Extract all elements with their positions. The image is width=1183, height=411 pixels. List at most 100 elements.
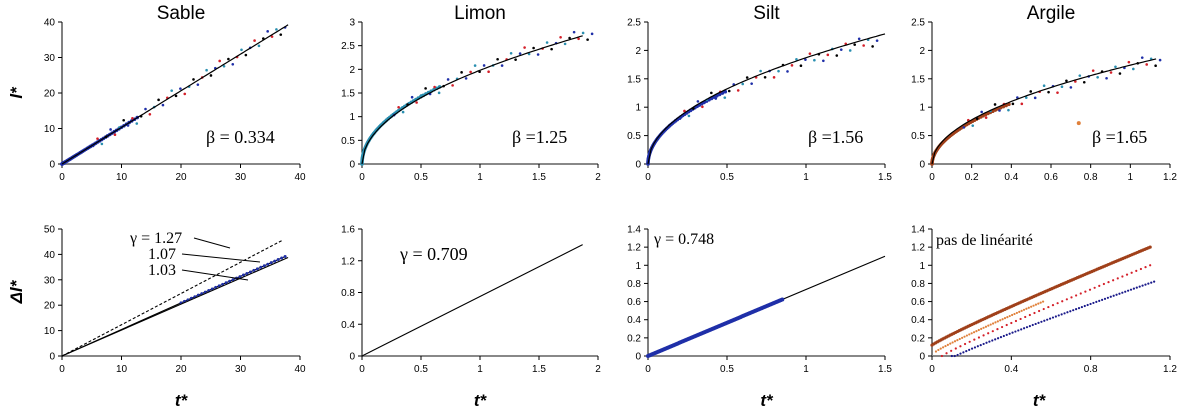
- data-point: [1144, 266, 1147, 269]
- data-point: [1029, 90, 1033, 93]
- data-point: [1056, 91, 1059, 94]
- data-point: [590, 32, 594, 36]
- data-point: [1082, 80, 1086, 84]
- x-tick-label: 1: [1128, 172, 1134, 183]
- data-point: [1072, 309, 1075, 312]
- data-point: [998, 109, 1001, 112]
- data-point: [241, 273, 245, 277]
- data-point: [126, 124, 130, 127]
- x-tick-label: 1.5: [878, 364, 892, 375]
- x-tick-label: 40: [294, 364, 306, 375]
- data-point: [545, 41, 549, 44]
- annotation: γ = 0.709: [399, 244, 468, 264]
- data-point: [518, 52, 522, 55]
- data-point: [1054, 315, 1057, 318]
- data-point: [1061, 300, 1064, 303]
- x-tick-label: 1.2: [1163, 172, 1177, 183]
- data-point: [970, 347, 974, 350]
- data-point: [822, 59, 825, 63]
- data-point: [982, 342, 985, 346]
- data-point: [157, 98, 160, 102]
- data-point: [1079, 292, 1082, 295]
- data-point: [1037, 302, 1040, 305]
- x-tick-label: 30: [235, 172, 247, 183]
- data-point: [942, 346, 945, 349]
- annotation: β =1.56: [808, 127, 863, 147]
- data-point: [205, 68, 208, 72]
- x-tick-label: 0: [359, 364, 365, 375]
- data-point: [980, 110, 983, 114]
- y-tick-label: 0.2: [911, 333, 925, 344]
- x-tick-label: 30: [235, 364, 247, 375]
- y-tick-label: 2.5: [911, 18, 925, 29]
- data-point: [1011, 102, 1015, 106]
- data-point: [987, 324, 990, 327]
- data-point: [982, 334, 985, 337]
- data-point: [678, 117, 682, 120]
- data-point: [161, 103, 165, 107]
- data-point: [1095, 300, 1098, 304]
- data-point: [1000, 325, 1004, 329]
- data-point: [1005, 323, 1008, 327]
- x-tick-label: 0.5: [414, 172, 428, 183]
- data-point: [1080, 305, 1083, 309]
- data-point: [934, 350, 938, 353]
- y-tick-label: 1.4: [627, 225, 641, 236]
- data-point: [1153, 280, 1156, 283]
- y-tick-label: 3: [349, 18, 355, 29]
- data-point: [1124, 290, 1127, 293]
- data-point: [965, 334, 969, 337]
- data-point: [487, 70, 490, 73]
- data-point: [283, 254, 287, 258]
- data-point: [577, 37, 580, 41]
- data-point: [1118, 72, 1122, 75]
- annotation: β =1.65: [1092, 127, 1147, 147]
- data-point: [1138, 285, 1141, 288]
- data-point: [568, 36, 571, 40]
- data-point: [1066, 311, 1069, 314]
- data-point: [701, 105, 704, 109]
- x-axis-label: t*: [474, 391, 488, 410]
- data-point: [257, 44, 261, 48]
- data-point: [984, 116, 988, 119]
- y-tick-label: 0.5: [627, 131, 641, 142]
- annotation: γ = 1.27: [129, 230, 182, 247]
- data-point: [780, 297, 785, 302]
- data-point: [96, 137, 99, 140]
- data-point: [1098, 284, 1101, 288]
- data-point: [954, 347, 957, 350]
- data-point: [1092, 301, 1095, 305]
- data-point: [1115, 293, 1118, 296]
- data-point: [1028, 313, 1031, 317]
- data-point: [1017, 329, 1020, 332]
- data-point: [113, 133, 117, 137]
- x-tick-label: 0: [59, 172, 65, 183]
- x-axis-label: t*: [175, 391, 189, 410]
- data-point: [875, 39, 879, 42]
- y-tick-label: 1.2: [341, 256, 355, 267]
- data-point: [871, 45, 874, 48]
- y-tick-label: 20: [44, 301, 56, 312]
- data-point: [1034, 303, 1038, 306]
- data-point: [991, 322, 995, 325]
- x-tick-label: 0.8: [1084, 172, 1098, 183]
- data-point: [1112, 294, 1115, 297]
- data-point: [1019, 317, 1022, 321]
- data-point: [1114, 65, 1117, 69]
- y-tick-label: 0.5: [911, 131, 925, 142]
- data-point: [1020, 309, 1023, 312]
- data-point: [1001, 318, 1004, 321]
- x-tick-label: 0: [645, 364, 651, 375]
- x-tick-label: 20: [175, 172, 187, 183]
- data-point: [1135, 269, 1138, 272]
- data-point: [1039, 301, 1042, 304]
- y-tick-label: 30: [44, 275, 56, 286]
- data-point: [714, 97, 718, 100]
- x-tick-label: 0: [359, 172, 365, 183]
- data-point: [1096, 76, 1099, 79]
- data-point: [1121, 275, 1124, 278]
- data-point: [999, 335, 1003, 339]
- x-tick-label: 1: [477, 364, 483, 375]
- data-point: [1158, 58, 1162, 62]
